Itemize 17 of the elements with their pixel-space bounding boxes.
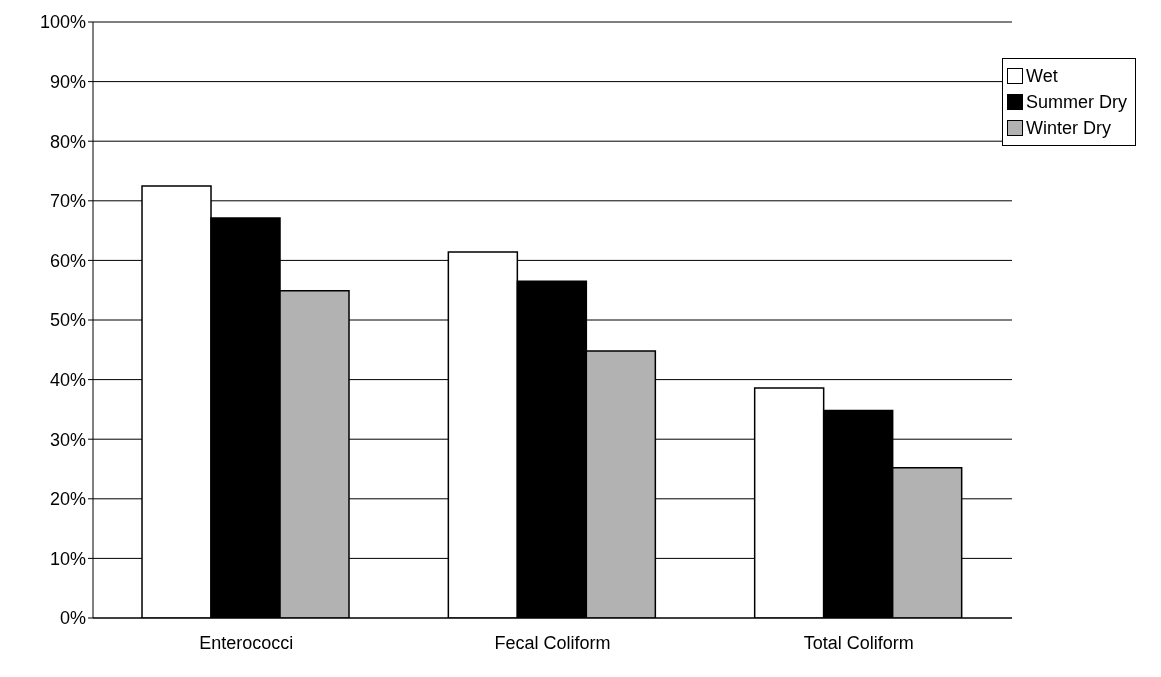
y-tick-label: 70% xyxy=(49,191,86,212)
legend-label: Wet xyxy=(1025,65,1058,88)
x-tick-label: Enterococci xyxy=(199,632,294,653)
legend-label: Summer Dry xyxy=(1025,91,1127,114)
y-tick-label: 40% xyxy=(49,369,86,390)
y-tick-label: 0% xyxy=(59,608,86,629)
x-tick-label: Total Coliform xyxy=(803,632,914,653)
y-tick-label: 90% xyxy=(49,71,86,92)
y-tick-label: 60% xyxy=(49,250,86,271)
y-tick-label: 30% xyxy=(49,429,86,450)
y-tick-label: 100% xyxy=(39,12,86,33)
y-tick-label: 20% xyxy=(49,489,86,510)
legend-label: Winter Dry xyxy=(1025,117,1111,140)
y-tick-label: 10% xyxy=(49,548,86,569)
y-tick-label: 50% xyxy=(49,310,86,331)
x-tick-label: Fecal Coliform xyxy=(494,632,611,653)
y-tick-label: 80% xyxy=(49,131,86,152)
